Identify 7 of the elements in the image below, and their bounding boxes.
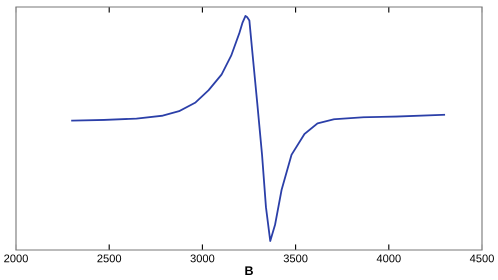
x-tick-label: 4000 <box>376 254 401 262</box>
x-tick-label: 4500 <box>470 254 494 262</box>
x-axis-title: B <box>245 266 253 275</box>
x-tick-label: 2000 <box>4 254 28 262</box>
x-tick-label: 3000 <box>190 254 214 262</box>
x-tick-label: 3500 <box>284 254 308 262</box>
x-tick-label: 2500 <box>97 254 122 262</box>
